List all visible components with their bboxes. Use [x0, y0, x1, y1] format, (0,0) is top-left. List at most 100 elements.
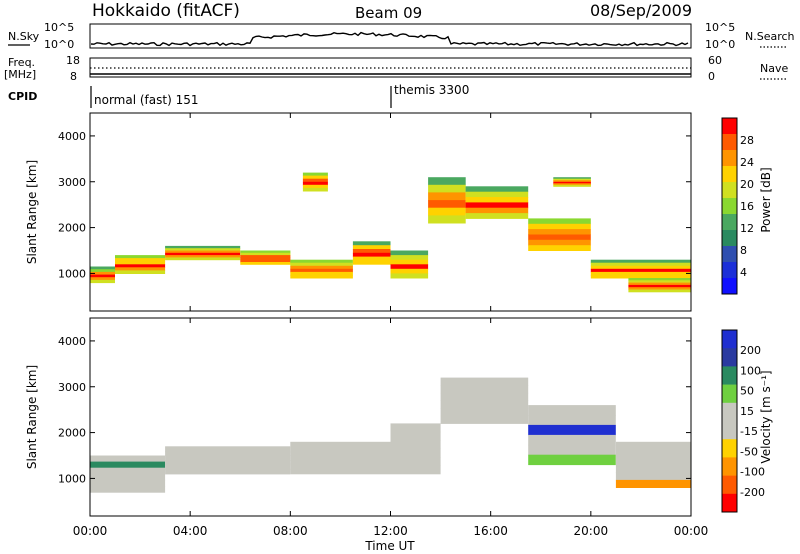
- data-band-7-4: [428, 207, 466, 216]
- data-band-2-3: [290, 457, 391, 464]
- data-band-3-5: [240, 262, 291, 265]
- colorbar-tick-4: -15: [740, 425, 758, 438]
- colorbar-cell-5: [722, 421, 737, 440]
- data-band-0-2: [90, 467, 166, 475]
- data-band-11-5: [628, 289, 691, 293]
- velocity-yticks: 1000 2000 3000 4000: [58, 335, 691, 485]
- data-band-4-1: [290, 262, 353, 267]
- data-band-8-1: [465, 191, 529, 198]
- colorbar-cell-4: [722, 182, 737, 199]
- data-band-7-5: [428, 215, 466, 224]
- freq-panel: 18 8 Freq. [MHz] 60 0 Nave: [4, 54, 788, 83]
- data-band-4-0: [440, 377, 529, 386]
- power-colorbar: 28 24 20 16 12 8 4: [721, 117, 754, 295]
- data-band-0-4: [90, 277, 115, 281]
- colorbar-cell-0: [722, 118, 737, 135]
- data-band-5-5: [352, 260, 391, 265]
- nave-label: Nave: [760, 62, 788, 75]
- colorbar-tick-5: 8: [740, 244, 747, 257]
- data-band-1-4: [165, 464, 291, 470]
- data-band-4-2: [290, 265, 353, 270]
- nsky-frame: [89, 23, 692, 49]
- colorbar-cell-3: [722, 166, 737, 183]
- colorbar-cell-6: [722, 439, 737, 458]
- data-band-6-3: [390, 264, 429, 270]
- data-band-2-5: [165, 257, 241, 261]
- data-band-6-4: [390, 268, 429, 274]
- nsky-tick-bottom: 10^0: [44, 38, 74, 51]
- data-band-6-0: [615, 441, 691, 450]
- nsearch-tick-bottom: 10^0: [705, 38, 735, 51]
- colorbar-tick-1: 24: [740, 156, 754, 169]
- data-band-2-5: [290, 468, 391, 475]
- data-band-0-2: [90, 271, 115, 276]
- data-band-6-2: [615, 457, 691, 466]
- data-band-0-1: [90, 269, 115, 273]
- colorbar-cell-7: [722, 230, 737, 247]
- data-band-6-1: [390, 255, 429, 261]
- data-band-13-2: [553, 180, 591, 183]
- data-band-4-2: [440, 392, 529, 401]
- ytick-label-3: 4000: [58, 130, 86, 143]
- data-band-10-3: [590, 268, 691, 273]
- data-band-1-2: [165, 455, 291, 461]
- data-band-7-0: [428, 177, 466, 186]
- data-band-1-3: [115, 264, 166, 268]
- data-band-13-5: [553, 184, 591, 187]
- colorbar-tick-2: 20: [740, 178, 754, 191]
- data-band-1-5: [115, 270, 166, 274]
- data-band-2-1: [165, 248, 241, 251]
- data-band-4-4: [440, 408, 529, 417]
- data-band-1-0: [115, 255, 166, 259]
- data-band-3-2: [240, 255, 291, 258]
- data-band-9-1: [528, 223, 591, 230]
- colorbar-cell-4: [722, 402, 737, 422]
- ytick-label-3: 4000: [58, 335, 86, 348]
- colorbar-tick-3: 15: [740, 405, 754, 418]
- time-axis: 00:00 04:00 08:00 12:00 16:00 20:00 00:00: [73, 113, 708, 538]
- data-band-13-4: [553, 183, 591, 186]
- data-band-10-2: [590, 265, 691, 270]
- colorbar-cell-7: [722, 457, 737, 476]
- freq-unit: [MHz]: [4, 68, 36, 81]
- colorbar-cell-8: [722, 246, 737, 263]
- velocity-ylabel: Slant Range [km]: [25, 365, 39, 469]
- data-band-2-2: [290, 452, 391, 459]
- data-band-4-3: [290, 268, 353, 273]
- cpid-mode-1: themis 3300: [394, 83, 469, 97]
- colorbar-cell-6: [722, 214, 737, 231]
- data-band-4-1: [440, 385, 529, 394]
- power-colorbar-label: Power [dB]: [759, 167, 773, 232]
- data-band-3-1: [390, 431, 441, 441]
- data-band-1-2: [115, 261, 166, 265]
- data-band-6-1: [615, 449, 691, 458]
- data-band-1-0: [165, 446, 291, 452]
- velocity-panel: 1000 2000 3000 4000 Slant Range [km] 200 100…: [25, 317, 773, 517]
- colorbar-cell-1: [722, 348, 737, 367]
- colorbar-frame: [721, 117, 738, 295]
- data-band-3-0: [240, 250, 291, 254]
- data-band-5-3: [528, 434, 616, 446]
- data-band-11-0: [628, 278, 691, 281]
- cpid-mode-0: normal (fast) 151: [94, 93, 198, 107]
- data-band-4-5: [440, 415, 529, 424]
- velocity-colorbar-label: Velocity [m s⁻¹]: [759, 370, 773, 463]
- data-band-5-1: [352, 245, 391, 250]
- cpid-label: CPID: [8, 90, 37, 103]
- data-band-0-3: [90, 473, 166, 481]
- colorbar-cell-5: [722, 198, 737, 215]
- data-band-3-0: [390, 423, 441, 433]
- data-band-2-3: [165, 252, 241, 256]
- data-band-0-4: [90, 479, 166, 487]
- data-band-11-2: [628, 282, 691, 286]
- colorbar-tick-2: 50: [740, 385, 754, 398]
- data-band-0-5: [90, 486, 166, 493]
- xtick-label-2: 08:00: [273, 524, 308, 538]
- data-band-1-3: [165, 460, 291, 466]
- velocity-data: [90, 377, 691, 493]
- data-band-7-3: [428, 200, 466, 209]
- nsky-tick-top: 10^5: [44, 21, 74, 34]
- data-band-13-0: [553, 177, 591, 180]
- data-band-10-5: [590, 274, 691, 279]
